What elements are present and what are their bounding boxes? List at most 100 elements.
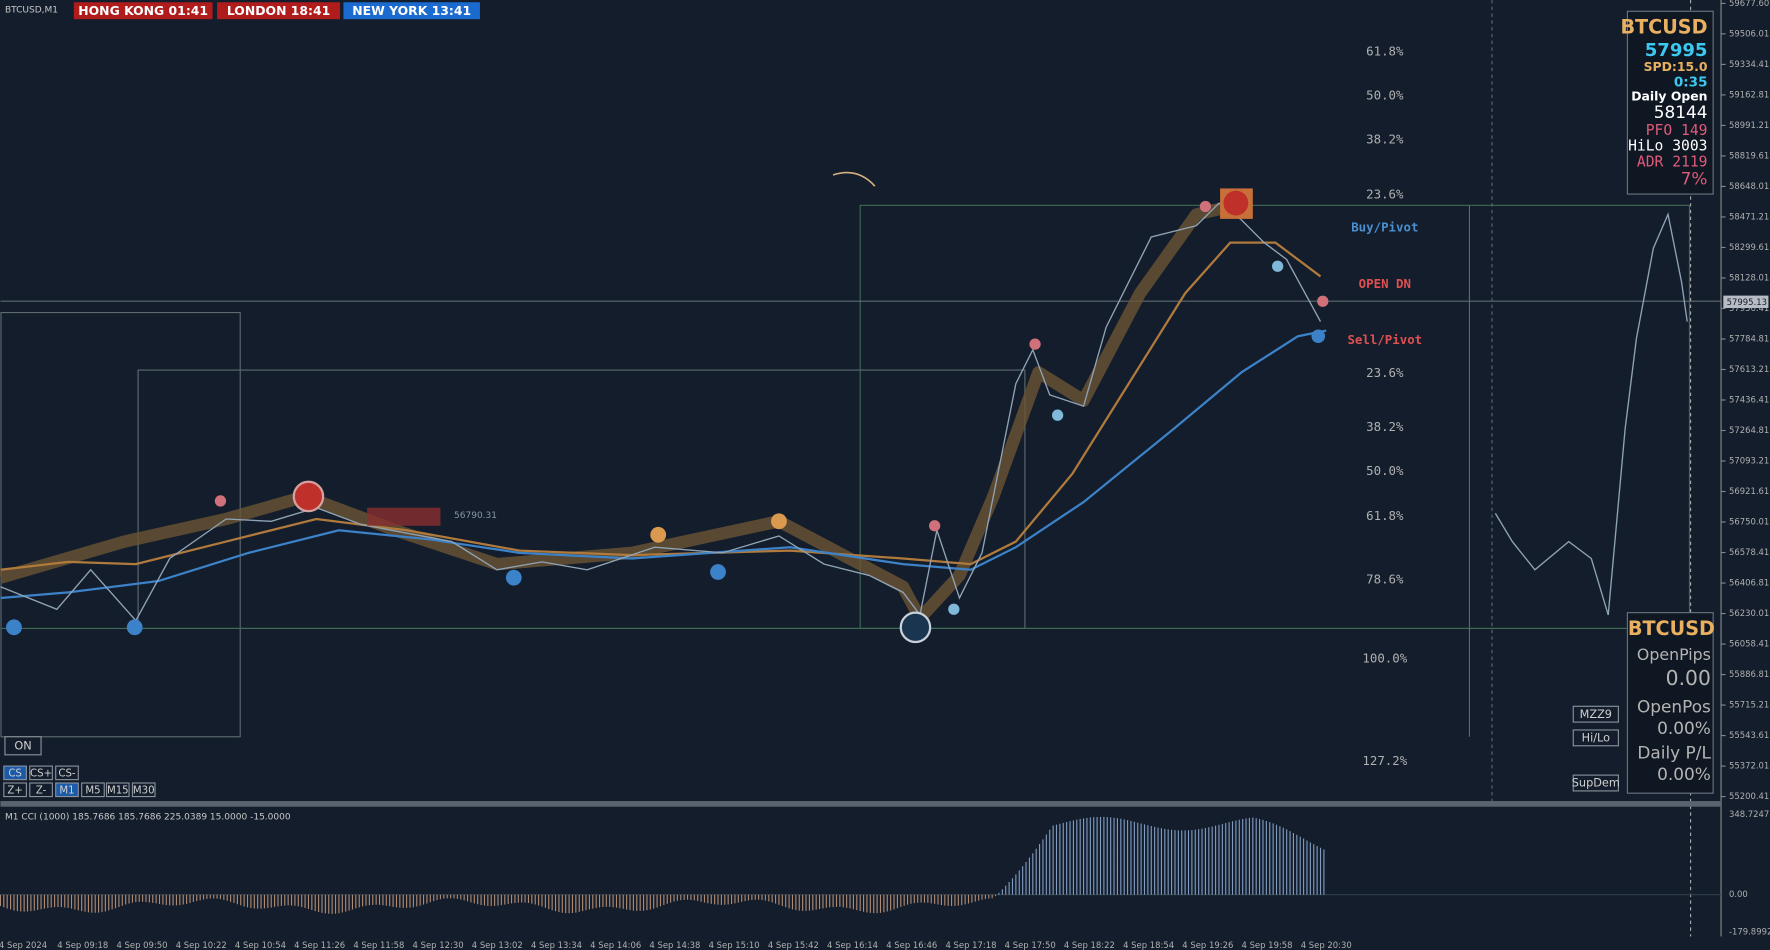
dot [126,619,143,636]
time-axis-label: 4 Sep 13:34 [531,940,582,950]
cs-button-box[interactable] [55,765,79,781]
cs-button-box[interactable] [29,765,53,781]
info-price: 57995 [1645,40,1708,61]
price-axis-label: 57784.81 [1729,333,1769,343]
tf-button[interactable]: M1 [59,785,74,796]
tool-button-box[interactable] [1572,705,1619,723]
fib-label: 23.6% [1366,187,1404,202]
price-axis-label: 59334.41 [1729,59,1769,69]
price-axis-label: 56406.81 [1729,578,1769,588]
price-line [1494,212,1688,616]
fib-label: Sell/Pivot [1347,332,1422,347]
box [0,311,241,738]
price-axis-label: 58128.01 [1729,272,1769,282]
ma-blue [0,329,1327,600]
tf-button-box[interactable] [105,782,130,798]
time-axis-label: 4 Sep 14:06 [590,940,641,950]
price-axis-label: 59677.60 [1729,0,1769,8]
time-axis-label: 4 Sep 17:50 [1005,940,1056,950]
tf-button-box[interactable] [81,782,105,798]
cci-histogram [0,894,993,914]
time-axis-label: 4 Sep 17:18 [945,940,996,950]
dot [214,495,227,507]
time-axis-label: 4 Sep 14:38 [649,940,700,950]
position-daily-pl-label: Daily P/L [1637,743,1711,763]
tf-button[interactable]: Z+ [7,785,22,796]
cs-button-box[interactable] [3,765,27,781]
indicator-axis-label: 0.00 [1729,889,1748,899]
tf-button[interactable]: M5 [85,785,100,796]
info-adr-pct: 7% [1681,168,1708,188]
price-label: 56790.31 [454,511,497,521]
dot [1029,338,1041,350]
dot [1271,260,1284,272]
dot [1317,295,1329,307]
tool-button[interactable]: Hi/Lo [1582,731,1610,744]
dot [6,619,22,636]
price-axis-label: 58299.61 [1729,242,1769,252]
current-price: 57995.13 [1727,297,1767,307]
tf-button[interactable]: M15 [107,785,129,796]
tf-button-box[interactable] [55,782,79,798]
time-axis-label: 4 Sep 2024 [0,940,47,950]
cs-button[interactable]: CS+ [30,768,52,779]
time-axis-label: 4 Sep 09:18 [57,940,108,950]
time-axis-label: 4 Sep 16:14 [827,940,878,950]
cs-button[interactable]: CS- [58,768,76,779]
price-axis-label: 56058.41 [1729,639,1769,649]
cs-button[interactable]: CS [8,768,22,779]
price-axis-label: 57264.81 [1729,425,1769,435]
price-axis-label: 55372.01 [1729,761,1769,771]
tool-button[interactable]: MZZ9 [1580,708,1612,721]
time-axis-label: 4 Sep 19:26 [1182,940,1233,950]
buy-signal [899,611,932,644]
price-axis-label: 58819.61 [1729,150,1769,160]
symbol-label: BTCUSD,M1 [5,6,58,16]
fib-label: 61.8% [1366,508,1404,523]
time-axis-label: 4 Sep 19:58 [1242,940,1293,950]
on-button-box[interactable] [4,736,42,756]
fib-label: 127.2% [1362,753,1407,768]
time-axis-label: 4 Sep 20:30 [1301,940,1352,950]
tool-button-box[interactable] [1572,774,1619,792]
info-timer: 0:35 [1674,74,1708,90]
dot [1199,200,1212,213]
dot [771,513,787,530]
sell-signal [292,480,325,513]
position-symbol: BTCUSD [1628,617,1715,640]
tf-button-box[interactable] [131,782,156,798]
tool-button[interactable]: SupDem [1572,777,1620,790]
time-axis-label: 4 Sep 11:58 [353,940,404,950]
fib-label: 38.2% [1366,419,1404,434]
price-axis-label: 55200.41 [1729,791,1769,801]
fib-label: 50.0% [1366,87,1404,102]
price-axis-label: 58648.01 [1729,181,1769,191]
position-daily-pl: 0.00% [1657,764,1711,784]
indicator-title: M1 CCI (1000) 185.7686 185.7686 225.0389… [5,812,291,822]
price-axis-label: 59506.01 [1729,28,1769,38]
arrow [832,171,876,187]
tool-button-box[interactable] [1572,729,1619,747]
clock: HONG KONG 01:41 [78,3,208,18]
fib-label: 23.6% [1366,365,1404,380]
price-tag [1723,295,1769,309]
time-axis-label: 4 Sep 10:54 [235,940,286,950]
price-axis-label: 57436.41 [1729,394,1769,404]
fib-label: Buy/Pivot [1351,219,1418,234]
clock-box [217,2,341,20]
time-axis-label: 4 Sep 15:10 [709,940,760,950]
zone [367,507,441,526]
tf-button-box[interactable] [29,782,53,798]
clock-box [343,2,480,20]
dot [710,564,726,580]
on-button[interactable]: ON [14,739,31,752]
time-axis-label: 4 Sep 11:26 [294,940,345,950]
tf-button-box[interactable] [3,782,27,798]
position-open-pos-label: OpenPos [1637,696,1711,716]
clock: LONDON 18:41 [227,3,330,18]
position-open-pips-label: OpenPips [1637,645,1711,664]
info-hilo: HiLo 3003 [1628,138,1707,155]
price-axis-label: 56230.01 [1729,608,1769,618]
tf-button[interactable]: Z- [36,785,47,796]
tf-button[interactable]: M30 [133,785,155,796]
